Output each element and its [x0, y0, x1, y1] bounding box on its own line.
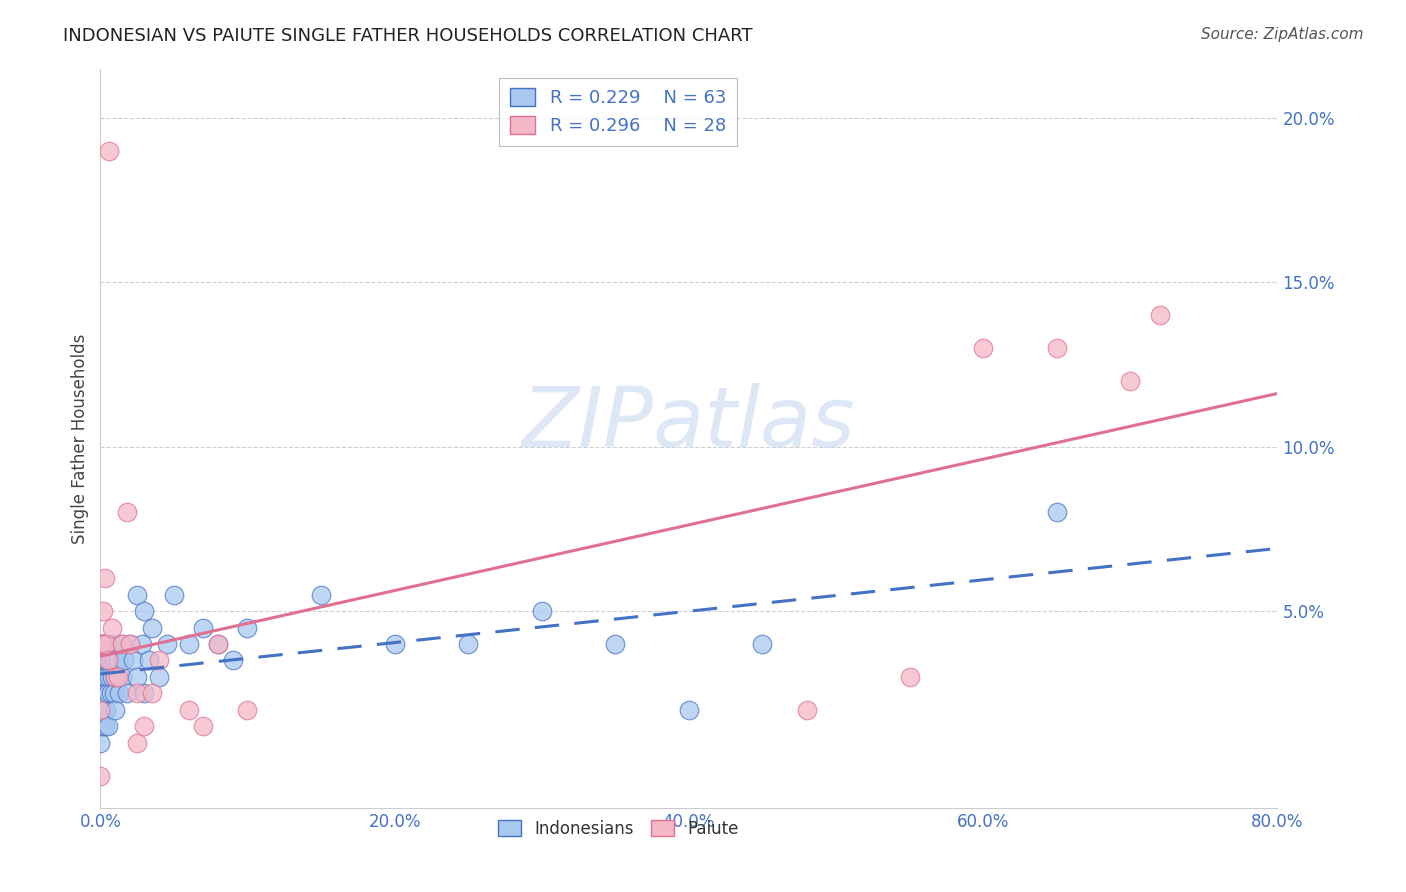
Point [97, 653, 120, 667]
Point [121, 653, 143, 667]
Point [94, 571, 117, 585]
Point [107, 670, 129, 684]
Point [101, 621, 124, 635]
Point [96, 637, 118, 651]
Point [193, 719, 215, 733]
Point [97, 653, 120, 667]
Point [155, 637, 177, 651]
Point [91, 686, 114, 700]
Point [104, 670, 127, 684]
Point [98, 670, 121, 684]
Legend: Indonesians, Paiute: Indonesians, Paiute [491, 814, 745, 845]
Point [236, 621, 259, 635]
Point [131, 637, 153, 651]
Point [751, 637, 773, 651]
Point [108, 686, 131, 700]
Point [104, 670, 127, 684]
Point [1046, 506, 1069, 520]
Point [89, 703, 111, 717]
Point [384, 637, 406, 651]
Point [236, 703, 259, 717]
Point [97, 719, 120, 733]
Point [796, 703, 818, 717]
Point [1119, 374, 1142, 388]
Point [148, 670, 170, 684]
Point [115, 686, 138, 700]
Point [90, 703, 112, 717]
Point [90, 637, 112, 651]
Point [91, 604, 114, 618]
Point [127, 670, 149, 684]
Point [89, 637, 111, 651]
Point [134, 604, 156, 618]
Point [103, 686, 125, 700]
Point [207, 637, 229, 651]
Point [89, 703, 111, 717]
Point [177, 703, 200, 717]
Point [678, 703, 700, 717]
Point [89, 653, 111, 667]
Point [530, 604, 553, 618]
Point [222, 653, 245, 667]
Point [94, 670, 117, 684]
Text: INDONESIAN VS PAIUTE SINGLE FATHER HOUSEHOLDS CORRELATION CHART: INDONESIAN VS PAIUTE SINGLE FATHER HOUSE… [63, 27, 752, 45]
Point [94, 719, 117, 733]
Point [118, 637, 141, 651]
Point [96, 703, 118, 717]
Point [89, 686, 111, 700]
Point [103, 653, 125, 667]
Point [972, 341, 994, 355]
Point [138, 653, 160, 667]
Point [111, 637, 134, 651]
Point [98, 637, 121, 651]
Point [89, 670, 111, 684]
Point [94, 686, 117, 700]
Point [898, 670, 921, 684]
Point [101, 637, 124, 651]
Text: ZIPatlas: ZIPatlas [522, 384, 856, 464]
Point [89, 736, 111, 750]
Point [112, 653, 135, 667]
Point [98, 144, 121, 158]
Point [90, 637, 112, 651]
Point [134, 686, 156, 700]
Point [97, 686, 120, 700]
Point [115, 506, 138, 520]
Point [118, 637, 141, 651]
Point [127, 686, 149, 700]
Y-axis label: Single Father Households: Single Father Households [72, 334, 89, 543]
Point [141, 621, 163, 635]
Point [148, 653, 170, 667]
Point [1149, 308, 1171, 322]
Point [100, 653, 122, 667]
Point [89, 768, 111, 782]
Point [111, 670, 134, 684]
Point [127, 736, 149, 750]
Point [163, 588, 186, 602]
Point [177, 637, 200, 651]
Point [100, 686, 122, 700]
Text: Source: ZipAtlas.com: Source: ZipAtlas.com [1201, 27, 1364, 42]
Point [101, 670, 124, 684]
Point [193, 621, 215, 635]
Point [111, 637, 134, 651]
Point [1046, 341, 1069, 355]
Point [127, 588, 149, 602]
Point [141, 686, 163, 700]
Point [605, 637, 627, 651]
Point [457, 637, 479, 651]
Point [91, 703, 114, 717]
Point [96, 670, 118, 684]
Point [207, 637, 229, 651]
Point [94, 637, 117, 651]
Point [91, 637, 114, 651]
Point [107, 653, 129, 667]
Point [90, 719, 112, 733]
Point [91, 670, 114, 684]
Point [90, 670, 112, 684]
Point [309, 588, 332, 602]
Point [104, 703, 127, 717]
Point [134, 719, 156, 733]
